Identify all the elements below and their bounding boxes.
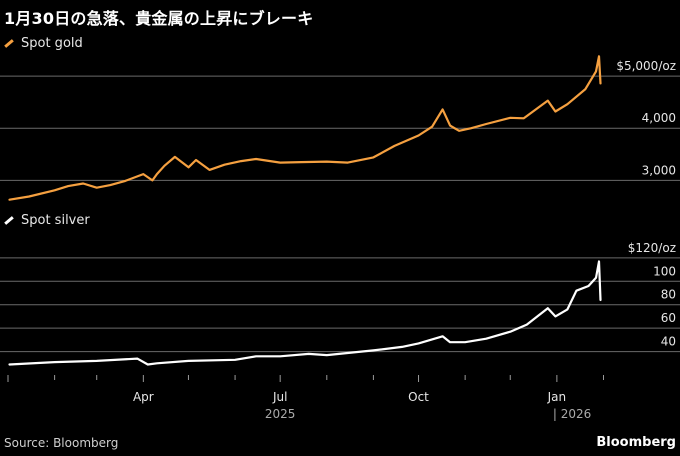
x-tick-label: Jan: [547, 390, 567, 404]
gold-point: [326, 161, 328, 163]
gold-point: [208, 169, 211, 171]
silver-point: [449, 341, 451, 343]
gold-point: [509, 117, 511, 119]
gold-point: [523, 117, 525, 119]
silver-series-line: [8, 260, 602, 366]
gold-point: [174, 156, 176, 158]
silver-point: [599, 299, 602, 301]
gold-point: [584, 88, 587, 90]
silver-point: [547, 307, 549, 309]
gold-point: [431, 126, 433, 128]
legend-spot-silver: Spot silver: [4, 213, 90, 228]
gold-point: [195, 159, 197, 161]
gold-point: [566, 103, 569, 105]
silver-y-tick-label: 100: [653, 264, 676, 278]
silver-point: [279, 355, 281, 357]
chart-title: 1月30日の急落、貴金属の上昇にブレーキ: [4, 9, 314, 28]
silver-y-tick-label: 80: [661, 288, 676, 302]
silver-point: [96, 360, 98, 362]
x-tick-label: Jul: [272, 390, 287, 404]
silver-point: [255, 355, 257, 357]
x-tick-label: Apr: [133, 390, 154, 404]
legend-spot-gold: Spot gold: [4, 36, 83, 51]
silver-point: [566, 308, 569, 310]
silver-point: [526, 324, 528, 326]
gold-point: [599, 82, 602, 84]
silver-point: [485, 338, 487, 340]
silver-point: [8, 363, 11, 366]
gold-panel: 3,000 4,000 $5,000/oz: [0, 55, 680, 201]
gold-point: [109, 184, 111, 186]
silver-point: [554, 315, 557, 317]
gold-point: [54, 189, 56, 191]
silver-panel: 40 60 80 100 $120/oz: [0, 241, 680, 366]
gold-point: [163, 165, 165, 167]
silver-point: [136, 358, 138, 360]
gold-point: [8, 199, 11, 201]
silver-point: [442, 335, 444, 337]
legend-label-spot-silver: Spot silver: [21, 213, 90, 228]
silver-point: [54, 361, 56, 363]
x-axis: Apr Jul Oct Jan 2025 | 2026: [7, 375, 604, 421]
silver-point: [308, 353, 310, 355]
silver-point: [234, 359, 236, 361]
silver-point: [509, 331, 511, 333]
gold-point: [449, 125, 451, 127]
gold-point: [417, 134, 420, 137]
brand-logo: Bloomberg: [596, 435, 676, 450]
x-tick-label: Oct: [408, 390, 429, 404]
gold-point: [156, 173, 158, 175]
gold-point: [393, 145, 396, 147]
gold-point: [142, 173, 144, 175]
year-label-2026: | 2026: [553, 407, 591, 421]
silver-point: [187, 360, 190, 362]
legend-label-spot-gold: Spot gold: [21, 36, 83, 51]
gold-y-tick-label: 4,000: [642, 111, 676, 125]
gold-point: [554, 110, 557, 113]
gold-point: [485, 123, 487, 125]
source-note: Source: Bloomberg: [4, 436, 119, 450]
silver-point: [587, 285, 590, 287]
gold-point: [547, 100, 549, 102]
gold-point: [240, 160, 242, 162]
gold-point: [372, 156, 374, 158]
silver-point: [372, 349, 374, 351]
silver-y-tick-label: $120/oz: [628, 241, 676, 255]
silver-y-tick-label: 40: [661, 335, 676, 349]
silver-point: [417, 342, 420, 344]
silver-point: [147, 363, 149, 366]
silver-point: [156, 362, 158, 364]
gold-point: [598, 55, 600, 57]
silver-point: [598, 260, 600, 262]
gold-point: [442, 108, 444, 110]
gold-point: [82, 182, 84, 185]
silver-point: [464, 341, 466, 343]
silver-y-tick-label: 60: [661, 311, 676, 325]
gold-point: [279, 162, 281, 164]
gold-y-tick-label: $5,000/oz: [616, 59, 676, 73]
gold-point: [470, 127, 472, 129]
gold-point: [300, 161, 302, 163]
gold-point: [187, 166, 190, 168]
year-label-2025: 2025: [265, 407, 296, 421]
gold-point: [67, 185, 69, 187]
silver-point: [326, 354, 328, 356]
gold-point: [124, 180, 126, 182]
gold-point: [595, 70, 597, 72]
silver-point: [595, 277, 597, 279]
gold-point: [458, 130, 460, 132]
gold-point: [96, 187, 98, 189]
gold-y-tick-label: 3,000: [642, 163, 676, 177]
gold-point: [151, 179, 153, 181]
gold-point: [223, 164, 226, 166]
gold-point: [28, 195, 30, 198]
gold-point: [255, 158, 257, 160]
silver-point: [401, 346, 403, 348]
silver-point: [575, 290, 578, 292]
gold-point: [347, 162, 349, 164]
